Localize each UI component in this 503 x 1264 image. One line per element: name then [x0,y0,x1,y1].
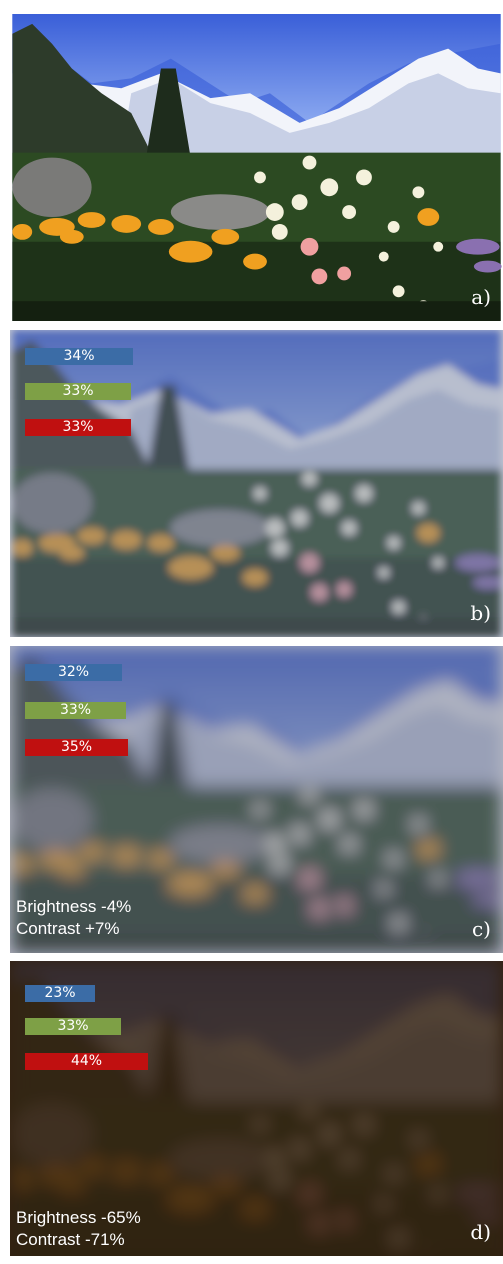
contrast-text: Contrast -71% [16,1230,125,1249]
blue-bar: 32% [25,664,122,681]
green-bar: 33% [25,1018,121,1035]
brightness-text: Brightness -65% [16,1208,141,1227]
brightness-text: Brightness -4% [16,897,132,916]
panel-c-photo [10,646,503,953]
panel-d: 23% 33% 44% Brightness -65% Contrast -71… [10,961,503,1256]
panel-a-label: a) [471,285,491,309]
contrast-text: Contrast +7% [16,919,120,938]
panel-b: 34% 33% 33% b) [10,330,503,637]
panel-b-photo [10,330,503,637]
panel-a-photo [12,14,502,321]
panel-a: a) [10,14,503,321]
blue-bar: 23% [25,985,95,1002]
green-bar: 33% [25,383,131,400]
red-bar: 35% [25,739,128,756]
red-bar: 33% [25,419,131,436]
panel-b-label: b) [470,601,491,625]
panel-c-label: c) [471,917,491,941]
green-bar: 33% [25,702,126,719]
panel-c: 32% 33% 35% Brightness -4% Contrast +7% … [10,646,503,953]
blue-bar: 34% [25,348,133,365]
panel-d-photo [10,961,503,1256]
panel-d-label: d) [470,1220,491,1244]
red-bar: 44% [25,1053,148,1070]
